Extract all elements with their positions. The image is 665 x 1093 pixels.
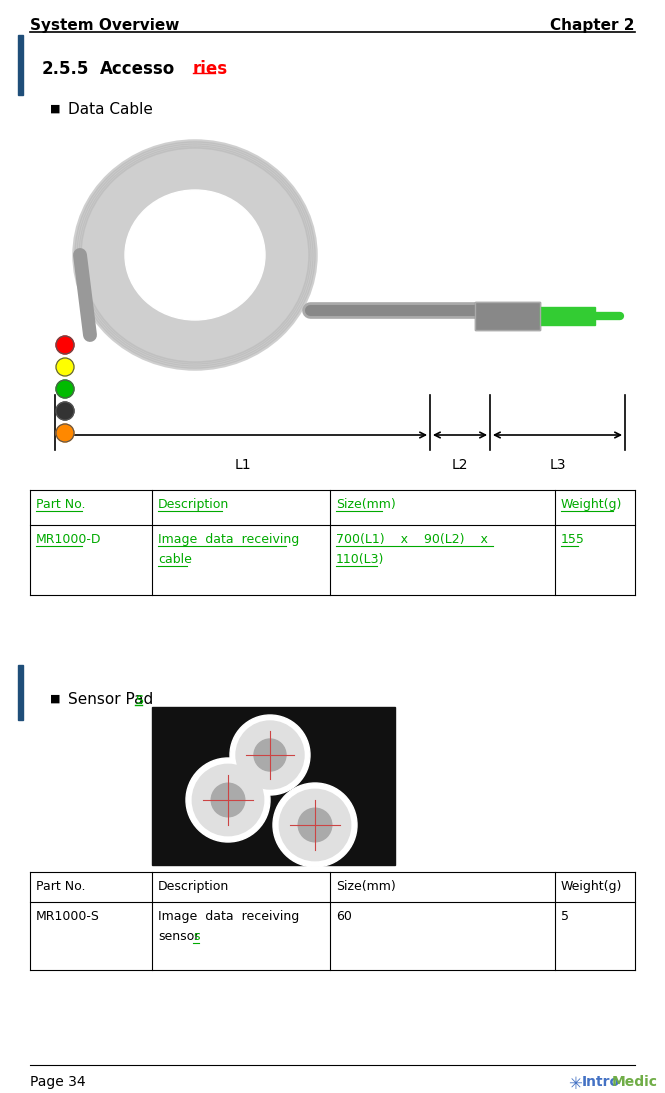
Text: ■: ■: [50, 104, 61, 114]
Text: Chapter 2: Chapter 2: [551, 17, 635, 33]
Circle shape: [186, 759, 270, 842]
Circle shape: [56, 336, 74, 354]
Text: Weight(g): Weight(g): [561, 880, 622, 893]
Circle shape: [279, 789, 350, 860]
Text: Accesso: Accesso: [100, 60, 176, 78]
Text: 110(L3): 110(L3): [336, 553, 384, 566]
Text: L1: L1: [234, 458, 251, 472]
Text: Page 34: Page 34: [30, 1076, 86, 1089]
Text: Sensor Pad: Sensor Pad: [68, 692, 153, 707]
Text: 60: 60: [336, 910, 352, 922]
Text: L2: L2: [452, 458, 468, 472]
Bar: [18, 35, 23, 95]
Text: sensor: sensor: [158, 930, 199, 943]
Text: MR1000-D: MR1000-D: [36, 533, 102, 546]
Text: ■: ■: [50, 694, 61, 704]
Text: Data Cable: Data Cable: [68, 102, 153, 117]
Circle shape: [56, 424, 74, 442]
Circle shape: [254, 739, 286, 771]
Ellipse shape: [125, 190, 265, 320]
Text: 155: 155: [561, 533, 585, 546]
Text: Description: Description: [158, 880, 229, 893]
Circle shape: [273, 783, 357, 867]
Ellipse shape: [80, 146, 310, 363]
Text: Size(mm): Size(mm): [336, 880, 396, 893]
Bar: [475, 302, 540, 330]
Text: Size(mm): Size(mm): [336, 498, 396, 512]
Text: Description: Description: [158, 498, 229, 512]
Text: 2.5.5: 2.5.5: [42, 60, 89, 78]
Text: ✳: ✳: [568, 1076, 582, 1093]
Text: Image  data  receiving: Image data receiving: [158, 533, 299, 546]
Bar: [475, 302, 540, 330]
Text: ries: ries: [193, 60, 228, 78]
Text: MR1000-S: MR1000-S: [36, 910, 100, 922]
Text: Part No.: Part No.: [36, 880, 86, 893]
Text: 700(L1)    x    90(L2)    x: 700(L1) x 90(L2) x: [336, 533, 488, 546]
Text: L3: L3: [549, 458, 566, 472]
Circle shape: [192, 764, 264, 836]
Text: Part No.: Part No.: [36, 498, 86, 512]
Text: s: s: [135, 692, 143, 707]
Text: Intro: Intro: [582, 1076, 620, 1089]
Text: System Overview: System Overview: [30, 17, 180, 33]
Circle shape: [298, 808, 332, 842]
Text: Image  data  receiving: Image data receiving: [158, 910, 299, 922]
Text: Medic: Medic: [612, 1076, 658, 1089]
Circle shape: [56, 380, 74, 398]
Text: 5: 5: [561, 910, 569, 922]
Bar: [540, 307, 595, 325]
Circle shape: [236, 721, 304, 789]
Text: s: s: [193, 930, 200, 943]
Circle shape: [211, 784, 245, 816]
Text: cable: cable: [158, 553, 192, 566]
Circle shape: [230, 715, 310, 795]
Circle shape: [56, 359, 74, 376]
Bar: [152, 707, 395, 865]
Text: Weight(g): Weight(g): [561, 498, 622, 512]
Bar: [18, 665, 23, 720]
Circle shape: [56, 402, 74, 420]
